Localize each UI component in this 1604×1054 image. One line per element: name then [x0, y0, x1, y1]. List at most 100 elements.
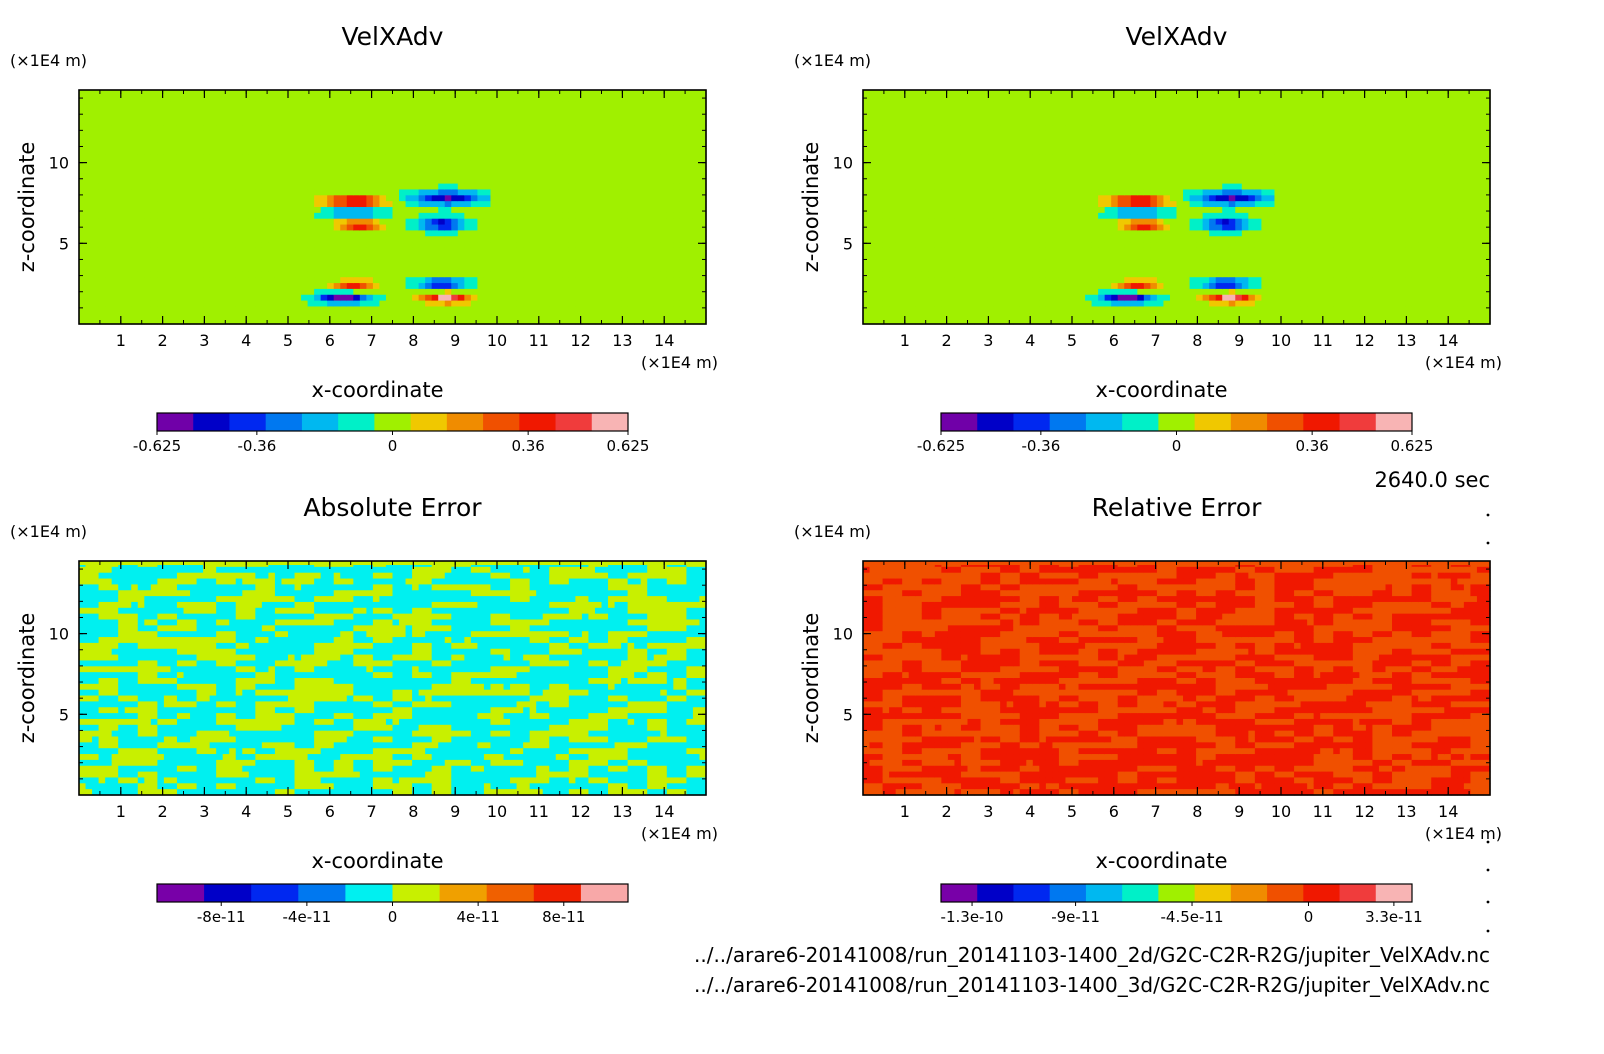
heatmap-cell [1006, 166, 1014, 173]
heatmap-cell [1019, 177, 1027, 185]
heatmap-cell [464, 212, 472, 220]
heatmap-cell [190, 183, 198, 191]
heatmap-cell [568, 130, 576, 138]
heatmap-cell [1006, 171, 1014, 179]
heatmap-cell [967, 101, 975, 109]
heatmap-cell [477, 247, 485, 255]
heatmap-cell [268, 160, 276, 167]
heatmap-cell [490, 101, 498, 109]
heatmap-cell [170, 136, 178, 144]
heatmap-cell [536, 130, 544, 138]
heatmap-cell [431, 271, 439, 278]
heatmap-cell [190, 253, 198, 261]
heatmap-cell [457, 218, 465, 226]
heatmap-cell [131, 107, 139, 114]
heatmap-cell [464, 166, 472, 173]
heatmap-cell [372, 212, 381, 220]
heatmap-cell [921, 277, 929, 284]
heatmap-cell [869, 283, 877, 290]
heatmap-cell [392, 119, 400, 126]
heatmap-cell [98, 195, 106, 202]
heatmap-cell [947, 195, 956, 202]
heatmap-cell [307, 259, 315, 267]
heatmap-cell [627, 201, 635, 208]
heatmap-cell [418, 230, 426, 237]
heatmap-cell [209, 300, 217, 308]
heatmap-cell [399, 125, 407, 132]
heatmap-cell [190, 136, 198, 144]
heatmap-cell [594, 95, 603, 103]
heatmap-cell [510, 166, 518, 173]
heatmap-cell [581, 259, 590, 267]
heatmap-cell [960, 142, 969, 150]
heatmap-cell [464, 259, 472, 267]
heatmap-cell [431, 218, 439, 226]
heatmap-cell [248, 283, 256, 290]
heatmap-cell [79, 265, 87, 272]
heatmap-cell [340, 253, 348, 261]
heatmap-cell [947, 247, 956, 255]
heatmap-cell [967, 306, 975, 313]
heatmap-cell [529, 283, 537, 290]
heatmap-cell [1006, 318, 1014, 325]
heatmap-cell [555, 306, 563, 313]
heatmap-cell [444, 177, 452, 185]
heatmap-cell [111, 183, 119, 191]
heatmap-cell [549, 201, 557, 208]
heatmap-cell [627, 224, 635, 231]
heatmap-cell [503, 212, 511, 220]
x-tick-label: 4 [241, 331, 251, 350]
heatmap-cell [203, 265, 211, 272]
heatmap-cell [477, 148, 485, 155]
heatmap-cell [301, 189, 309, 196]
heatmap-cell [640, 148, 648, 155]
heatmap-cell [92, 130, 100, 138]
heatmap-cell [118, 160, 126, 167]
heatmap-cell [516, 130, 524, 138]
heatmap-cell [529, 265, 537, 272]
heatmap-cell [209, 195, 217, 202]
heatmap-cell [947, 265, 956, 272]
heatmap-cell [908, 148, 916, 155]
heatmap-cell [281, 136, 289, 144]
heatmap-cell [412, 265, 420, 272]
heatmap-cell [477, 195, 485, 202]
heatmap-cell [235, 265, 243, 272]
heatmap-cell [627, 171, 635, 179]
heatmap-cell [183, 312, 191, 319]
heatmap-cell [379, 119, 387, 126]
heatmap-cell [653, 189, 661, 196]
heatmap-cell [176, 189, 185, 196]
heatmap-cell [301, 171, 309, 179]
heatmap-cell [314, 300, 322, 308]
heatmap-cell [863, 119, 871, 126]
heatmap-cell [124, 242, 132, 249]
heatmap-cell [79, 171, 87, 179]
heatmap-cell [464, 312, 472, 319]
heatmap-cell [98, 113, 106, 120]
heatmap-cell [549, 125, 557, 132]
heatmap-cell [679, 189, 688, 196]
heatmap-cell [974, 294, 982, 302]
heatmap-cell [353, 136, 361, 144]
heatmap-cell [477, 300, 485, 308]
heatmap-cell [483, 136, 492, 144]
heatmap-cell [974, 201, 982, 208]
heatmap-cell [222, 195, 230, 202]
heatmap-cell [372, 189, 381, 196]
heatmap-cell [497, 271, 505, 278]
heatmap-cell [137, 113, 145, 120]
heatmap-cell [261, 242, 270, 249]
heatmap-cell [457, 212, 465, 220]
heatmap-cell [549, 177, 557, 185]
heatmap-cell [686, 236, 694, 243]
heatmap-cell [562, 207, 570, 214]
heatmap-cell [320, 183, 328, 191]
heatmap-cell [686, 277, 694, 284]
heatmap-cell [876, 136, 884, 144]
heatmap-cell [372, 201, 381, 208]
heatmap-cell [209, 136, 217, 144]
colorbar-segment [446, 413, 484, 431]
heatmap-cell [144, 101, 152, 109]
heatmap-cell [261, 230, 270, 237]
